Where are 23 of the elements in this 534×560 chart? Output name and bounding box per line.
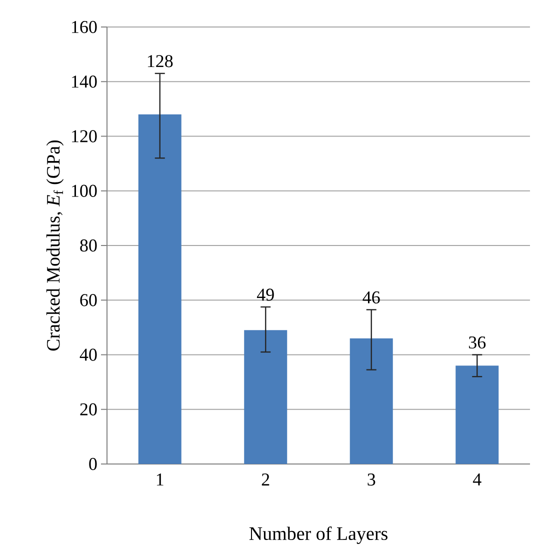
y-tick-label: 0 bbox=[89, 458, 97, 470]
data-label: 46 bbox=[362, 291, 380, 304]
y-tick-label: 100 bbox=[72, 184, 97, 197]
bar bbox=[456, 366, 499, 464]
y-tick-label: 160 bbox=[72, 20, 97, 34]
x-tick-label: 4 bbox=[472, 474, 482, 486]
y-tick-label: 140 bbox=[72, 76, 97, 88]
x-axis-title: Number of Layers bbox=[249, 526, 388, 544]
bar bbox=[350, 338, 393, 464]
y-tick-label: 40 bbox=[80, 348, 97, 361]
bar bbox=[244, 330, 288, 464]
data-label: 49 bbox=[256, 288, 274, 301]
x-tick-label: 1 bbox=[156, 474, 164, 486]
y-axis-title: Cracked Modulus, E$_{f}$ (GPa) bbox=[46, 140, 64, 351]
y-tick-label: 60 bbox=[80, 294, 97, 306]
y-tick-label: 120 bbox=[72, 130, 97, 142]
y-tick-label: 80 bbox=[80, 239, 97, 252]
data-label: 36 bbox=[468, 336, 486, 349]
y-tick-label: 20 bbox=[80, 403, 97, 416]
bar bbox=[138, 114, 182, 464]
x-tick-label: 2 bbox=[262, 474, 270, 486]
x-tick-label: 3 bbox=[368, 474, 376, 486]
data-label: 128 bbox=[148, 55, 173, 68]
